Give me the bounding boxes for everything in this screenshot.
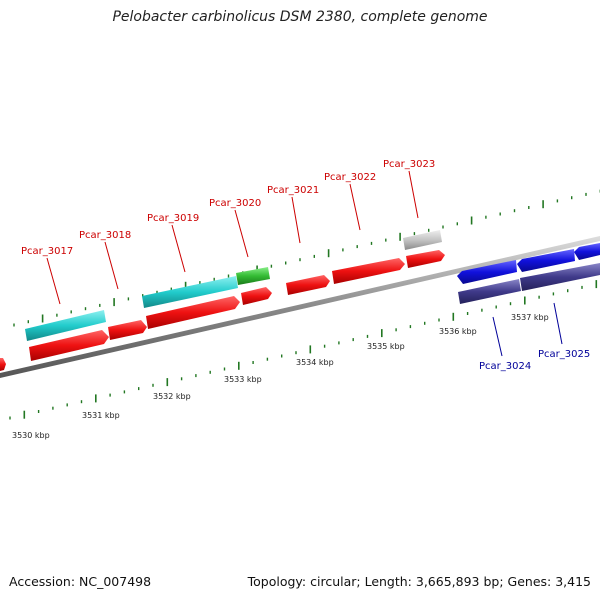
topology-text: Topology: circular; Length: 3,665,893 bp… — [247, 574, 591, 589]
forward-gene-labels: Pcar_3017 Pcar_3018 Pcar_3019 Pcar_3020 … — [21, 159, 435, 305]
gene-label-pcar-3018[interactable]: Pcar_3018 — [79, 230, 131, 241]
gene-label-pcar-3019[interactable]: Pcar_3019 — [147, 213, 199, 224]
gene-label-pcar-3020[interactable]: Pcar_3020 — [209, 198, 261, 209]
cds-cyan-feature[interactable] — [142, 276, 238, 308]
cds-reverse-feature[interactable] — [520, 263, 600, 291]
cds-forward-arrow[interactable] — [29, 330, 109, 361]
genome-backbone — [0, 236, 600, 378]
cds-green-feature[interactable] — [236, 267, 270, 285]
scale-labels: 3530 kbp 3531 kbp 3532 kbp 3533 kbp 3534… — [12, 313, 549, 440]
scale-label: 3535 kbp — [367, 342, 405, 351]
gene-label-pcar-3023[interactable]: Pcar_3023 — [383, 159, 435, 170]
cds-forward-arrow[interactable] — [241, 287, 272, 305]
gene-label-pcar-3024[interactable]: Pcar_3024 — [479, 361, 531, 372]
cds-grey-feature[interactable] — [403, 230, 442, 250]
scale-label: 3534 kbp — [296, 358, 334, 367]
cds-reverse-arrow[interactable] — [517, 249, 575, 272]
reverse-gene-labels: Pcar_3024 Pcar_3025 — [479, 302, 590, 372]
gene-label-pcar-3021[interactable]: Pcar_3021 — [267, 185, 319, 196]
scale-label: 3533 kbp — [224, 375, 262, 384]
cds-forward-arrow[interactable] — [0, 358, 6, 371]
scale-label: 3532 kbp — [153, 392, 191, 401]
cds-reverse-arrow[interactable] — [457, 260, 517, 284]
scale-label: 3537 kbp — [511, 313, 549, 322]
cds-forward-arrow[interactable] — [332, 258, 405, 284]
gene-label-pcar-3022[interactable]: Pcar_3022 — [324, 172, 376, 183]
accession-text: Accession: NC_007498 — [9, 574, 152, 589]
cds-forward-arrow[interactable] — [406, 250, 445, 268]
reverse-cds-track — [457, 243, 600, 304]
cds-reverse-arrow[interactable] — [574, 243, 600, 260]
cds-cyan-feature[interactable] — [25, 310, 106, 341]
scale-label: 3536 kbp — [439, 327, 477, 336]
gene-label-pcar-3025[interactable]: Pcar_3025 — [538, 349, 590, 360]
scale-label: 3530 kbp — [12, 431, 50, 440]
cds-forward-arrow[interactable] — [286, 275, 330, 295]
scale-label: 3531 kbp — [82, 411, 120, 420]
gene-label-pcar-3017[interactable]: Pcar_3017 — [21, 246, 73, 257]
lower-tick-row — [9, 280, 598, 420]
cds-reverse-feature[interactable] — [458, 279, 521, 304]
cds-forward-arrow[interactable] — [146, 296, 240, 329]
cds-forward-arrow[interactable] — [108, 320, 147, 340]
forward-cds-track — [0, 250, 445, 371]
feature-track — [25, 230, 442, 341]
map-title: Pelobacter carbinolicus DSM 2380, comple… — [112, 9, 488, 25]
